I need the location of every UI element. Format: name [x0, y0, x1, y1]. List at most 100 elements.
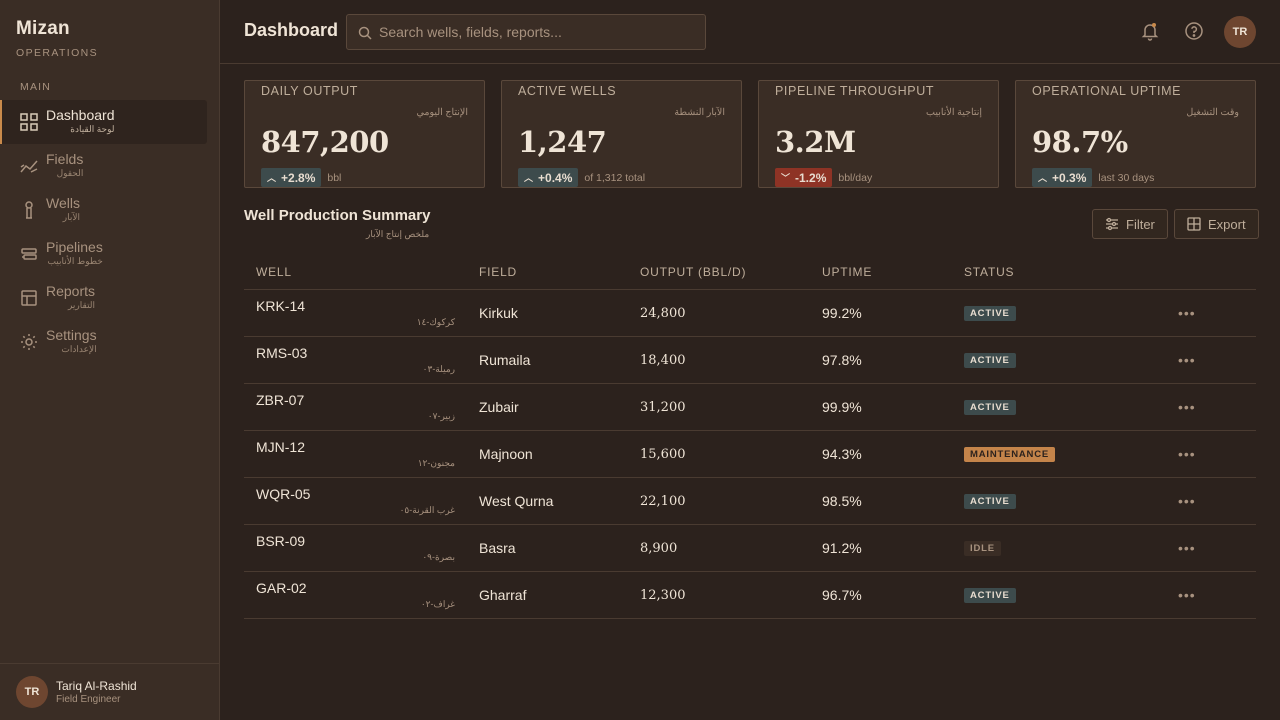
kpi-note: of 1,312 total [584, 171, 646, 184]
fields-icon [20, 160, 38, 173]
search-box[interactable] [346, 14, 706, 50]
well-arabic-name: غراف-٠٢ [420, 599, 455, 609]
status-badge: ACTIVE [964, 306, 1016, 321]
dashboard-icon [20, 113, 38, 131]
output-value: 18,400 [640, 353, 686, 368]
column-header-status[interactable]: STATUS [964, 265, 1015, 279]
nav-section-label: MAIN [20, 81, 52, 93]
field-name: Gharraf [479, 587, 527, 603]
column-header-uptime[interactable]: UPTIME [822, 265, 873, 279]
sidebar-item-label: Settings [46, 327, 97, 343]
sidebar-item-arabic-label: لوحة القيادة [70, 124, 115, 134]
sidebar-item-dashboard[interactable]: Dashboard لوحة القيادة [0, 100, 207, 144]
output-value: 24,800 [640, 306, 686, 321]
settings-icon [21, 334, 37, 350]
sidebar-item-wells[interactable]: Wells الآبار [0, 188, 207, 232]
more-options-icon[interactable]: ••• [1178, 305, 1196, 321]
filter-button[interactable]: Filter [1092, 209, 1168, 239]
uptime-value: 98.5% [822, 493, 862, 509]
well-arabic-name: كركوك-١٤ [416, 317, 455, 327]
more-options-icon[interactable]: ••• [1178, 446, 1196, 462]
sidebar-item-arabic-label: الإعدادات [61, 344, 97, 354]
kpi-label: PIPELINE THROUGHPUT [775, 84, 935, 98]
avatar: TR [16, 676, 48, 708]
kpi-arabic-label: الآبار النشطة [674, 107, 725, 118]
status-badge: ACTIVE [964, 353, 1016, 368]
chevron-down-icon: ﹀ [781, 173, 791, 183]
export-button[interactable]: Export [1174, 209, 1259, 239]
column-header-well[interactable]: WELL [256, 265, 292, 279]
kpi-arabic-label: الإنتاج اليومي [416, 107, 468, 118]
sidebar-item-pipelines[interactable]: Pipelines خطوط الأنابيب [0, 232, 207, 276]
trend-badge: ﹀ -1.2% [775, 168, 833, 187]
avatar[interactable]: TR [1224, 16, 1256, 48]
trend-badge: ︿ +0.4% [518, 168, 579, 187]
more-options-icon[interactable]: ••• [1178, 540, 1196, 556]
sidebar-item-arabic-label: التقارير [67, 300, 96, 310]
well-id: KRK-14 [256, 298, 306, 314]
kpi-arabic-label: إنتاجية الأنابيب [926, 107, 982, 118]
column-header-field[interactable]: FIELD [479, 265, 518, 279]
wells-icon [25, 201, 33, 219]
user-profile[interactable]: TR Tariq Al-Rashid Field Engineer [0, 663, 219, 720]
bell-icon[interactable] [1140, 21, 1160, 41]
kpi-value: 3.2M [775, 125, 856, 159]
sidebar: Mizan OPERATIONS MAIN Dashboard لوحة الق… [0, 0, 220, 720]
more-options-icon[interactable]: ••• [1178, 493, 1196, 509]
table-row[interactable]: KRK-14 كركوك-١٤ Kirkuk 24,800 99.2% ACTI… [244, 290, 1256, 337]
kpi-value: 98.7% [1032, 125, 1128, 159]
more-options-icon[interactable]: ••• [1178, 352, 1196, 368]
table-row[interactable]: RMS-03 رميلة-٠٣ Rumaila 18,400 97.8% ACT… [244, 337, 1256, 384]
field-name: Basra [479, 540, 516, 556]
output-value: 22,100 [640, 494, 686, 509]
trend-badge: ︿ +2.8% [261, 168, 322, 187]
well-id: BSR-09 [256, 533, 306, 549]
field-name: Kirkuk [479, 305, 518, 321]
chevron-up-icon: ︿ [524, 173, 534, 183]
export-label: Export [1208, 216, 1246, 232]
chevron-up-icon: ︿ [1038, 173, 1048, 183]
kpi-note: bbl [327, 171, 342, 184]
kpi-label: ACTIVE WELLS [518, 84, 617, 98]
more-options-icon[interactable]: ••• [1178, 399, 1196, 415]
sidebar-item-arabic-label: الآبار [62, 212, 80, 222]
kpi-label: DAILY OUTPUT [261, 84, 359, 98]
sidebar-item-reports[interactable]: Reports التقارير [0, 276, 207, 320]
kpi-card-daily-output: DAILY OUTPUT الإنتاج اليومي 847,200 ︿ +2.… [244, 80, 485, 188]
section-arabic-title: ملخص إنتاج الآبار [366, 229, 430, 239]
column-header-output[interactable]: OUTPUT (BBL/D) [640, 265, 747, 279]
sidebar-item-fields[interactable]: Fields الحقول [0, 144, 207, 188]
table-row[interactable]: BSR-09 بصرة-٠٩ Basra 8,900 91.2% IDLE ••… [244, 525, 1256, 572]
well-id: RMS-03 [256, 345, 308, 361]
kpi-value: 847,200 [261, 125, 389, 159]
uptime-value: 94.3% [822, 446, 862, 462]
output-value: 8,900 [640, 541, 678, 556]
output-value: 15,600 [640, 447, 686, 462]
field-name: Rumaila [479, 352, 531, 368]
filter-label: Filter [1126, 216, 1155, 232]
section-title: Well Production Summary [244, 207, 431, 224]
sidebar-item-settings[interactable]: Settings الإعدادات [0, 320, 207, 364]
well-arabic-name: مجنون-١٢ [417, 458, 455, 468]
table-row[interactable]: GAR-02 غراف-٠٢ Gharraf 12,300 96.7% ACTI… [244, 572, 1256, 619]
kpi-arabic-label: وقت التشغيل [1186, 107, 1239, 118]
user-name: Tariq Al-Rashid [56, 679, 137, 693]
field-name: Majnoon [479, 446, 533, 462]
table-row[interactable]: WQR-05 غرب القرنة-٠٥ West Qurna 22,100 9… [244, 478, 1256, 525]
well-production-table: WELL FIELD OUTPUT (BBL/D) UPTIME STATUS … [244, 256, 1256, 619]
chevron-up-icon: ︿ [267, 173, 277, 183]
table-row[interactable]: MJN-12 مجنون-١٢ Majnoon 15,600 94.3% MAI… [244, 431, 1256, 478]
more-options-icon[interactable]: ••• [1178, 587, 1196, 603]
page-title: Dashboard [244, 20, 339, 40]
well-id: ZBR-07 [256, 392, 305, 408]
kpi-card-operational-uptime: OPERATIONAL UPTIME وقت التشغيل 98.7% ︿ +0… [1015, 80, 1256, 188]
help-icon[interactable] [1184, 21, 1204, 41]
uptime-value: 96.7% [822, 587, 862, 603]
kpi-label: OPERATIONAL UPTIME [1032, 84, 1182, 98]
status-badge: ACTIVE [964, 400, 1016, 415]
sidebar-item-label: Dashboard [46, 107, 115, 123]
table-row[interactable]: ZBR-07 زبير-٠٧ Zubair 31,200 99.9% ACTIV… [244, 384, 1256, 431]
status-badge: IDLE [964, 541, 1001, 556]
search-input[interactable] [379, 15, 699, 49]
search-icon [358, 26, 372, 40]
